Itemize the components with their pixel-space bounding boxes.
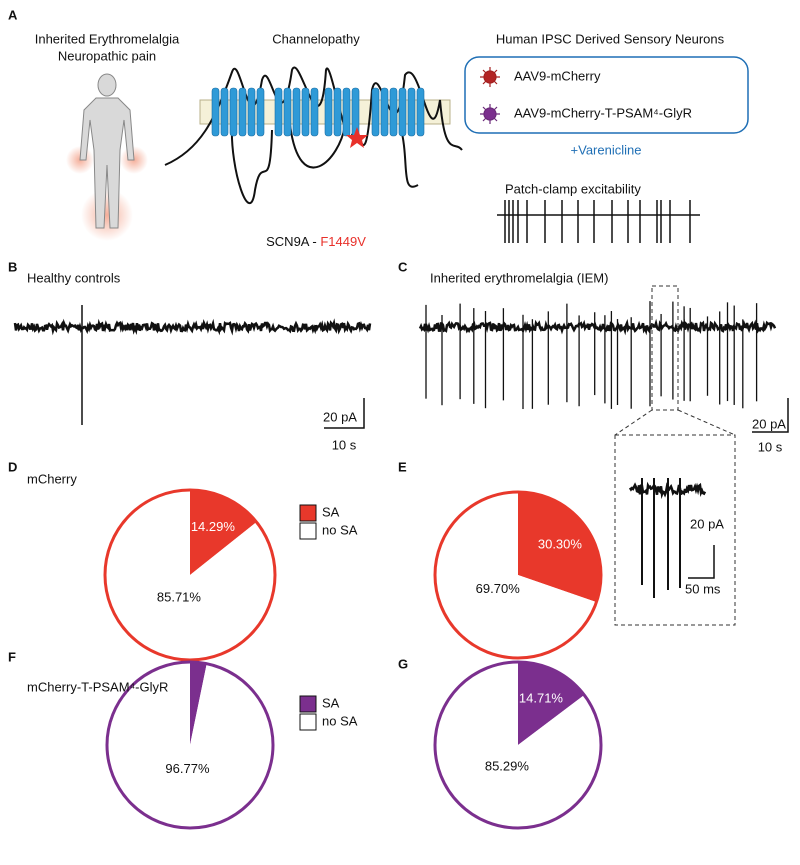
slice-label: 96.77% [165, 761, 210, 776]
spike-train [504, 200, 691, 243]
panel-title: Inherited erythromelalgia (IEM) [430, 270, 608, 285]
disease-title: Neuropathic pain [58, 48, 156, 63]
noise [418, 318, 777, 336]
pie-slice [107, 662, 274, 829]
slice-label: 85.71% [157, 589, 202, 604]
slice-label: 69.70% [476, 581, 521, 596]
construct-box [464, 56, 749, 134]
slice-label: 14.29% [191, 519, 236, 534]
pie-slice [105, 490, 276, 660]
mutation: F1449V [320, 234, 366, 249]
pie-outline [105, 660, 275, 830]
slice-label: 85.29% [485, 759, 530, 774]
disease-title: Inherited Erythromelalgia [35, 31, 180, 46]
gene-separator: - [309, 234, 321, 249]
treatment: +Varenicline [571, 142, 642, 157]
construct-label: AAV9-mCherry-T-PSAM⁴-GlyR [514, 105, 692, 120]
pie-outline [433, 490, 603, 660]
legend-swatch [299, 522, 317, 540]
slice-label: 30.30% [538, 537, 583, 552]
trace [13, 305, 372, 425]
pie-slice [190, 662, 207, 745]
panel-label: E [398, 459, 407, 474]
scale-time: 10 s [758, 439, 783, 454]
scale-bar [688, 545, 715, 579]
zoom-lines [614, 409, 736, 436]
body-figure [66, 73, 148, 241]
pie-title: mCherry [27, 471, 77, 486]
legend-label: no SA [322, 522, 358, 537]
pie-slice [434, 662, 601, 828]
panel-label: F [8, 649, 16, 664]
recording-label: Patch-clamp excitability [505, 181, 641, 196]
scale-time: 10 s [332, 437, 357, 452]
pie-slice [518, 492, 602, 603]
legend-swatch [299, 504, 317, 522]
virus-icon [480, 104, 500, 124]
scale-current: 20 pA [752, 416, 786, 431]
legend-swatch [299, 695, 317, 713]
pie-slice [518, 662, 585, 745]
channel-diagram [164, 66, 463, 205]
panel-label: C [398, 259, 408, 274]
slice-label: 14.71% [519, 690, 564, 705]
pie-outline [433, 660, 603, 830]
legend-label: SA [322, 504, 340, 519]
pie-title: mCherry-T-PSAM⁴-GlyR [27, 679, 168, 694]
legend-label: SA [322, 695, 340, 710]
panel-label: A [8, 7, 18, 22]
zoom-box [651, 285, 679, 411]
noise [13, 318, 372, 336]
inset-trace [628, 478, 707, 598]
legend-swatch [299, 713, 317, 731]
inset-box [614, 434, 736, 626]
scale-bar [752, 398, 789, 433]
panel-label: D [8, 459, 17, 474]
inset-scale-time: 50 ms [685, 581, 721, 596]
legend-label: no SA [322, 713, 358, 728]
virus-icon [480, 67, 500, 87]
pie-slice [435, 492, 597, 658]
channel-title: Channelopathy [272, 31, 360, 46]
neurons-title: Human IPSC Derived Sensory Neurons [496, 31, 725, 46]
construct-label: AAV9-mCherry [514, 68, 601, 83]
scale-current: 20 pA [323, 409, 357, 424]
panel-label: B [8, 259, 17, 274]
gene: SCN9A [266, 234, 310, 249]
scale-bar [324, 398, 365, 429]
pie-slice [190, 490, 257, 575]
gene-label: SCN9A - F1449V [266, 234, 366, 249]
pie-outline [103, 488, 277, 662]
trace [418, 301, 777, 410]
panel-label: G [398, 656, 408, 671]
panel-title: Healthy controls [27, 270, 121, 285]
inset-scale-current: 20 pA [690, 516, 724, 531]
